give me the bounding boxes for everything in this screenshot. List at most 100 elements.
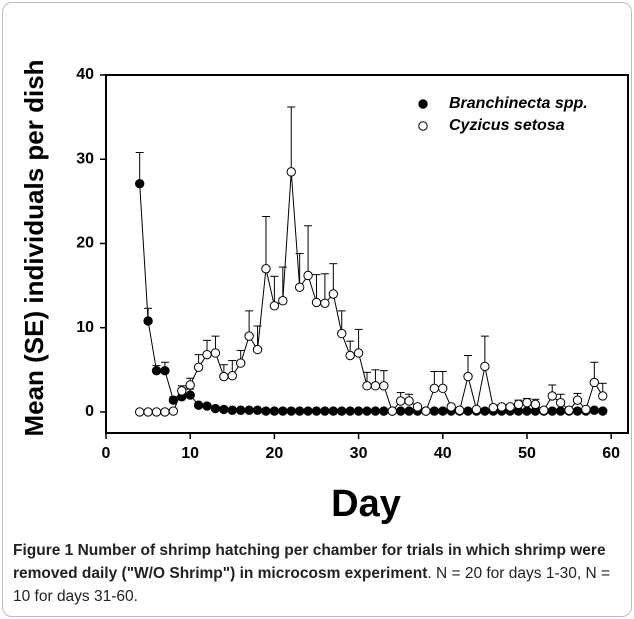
marker bbox=[412, 402, 423, 412]
marker bbox=[345, 350, 355, 361]
marker bbox=[480, 406, 490, 416]
legend-marker bbox=[418, 99, 428, 109]
marker bbox=[193, 400, 204, 410]
marker bbox=[446, 402, 456, 412]
marker bbox=[328, 289, 339, 299]
marker bbox=[438, 406, 448, 416]
marker bbox=[219, 371, 229, 382]
marker bbox=[143, 407, 153, 417]
marker bbox=[589, 377, 600, 388]
marker bbox=[438, 383, 448, 394]
marker bbox=[370, 406, 381, 416]
marker bbox=[244, 405, 254, 415]
x-tick-label: 50 bbox=[518, 445, 536, 462]
marker bbox=[252, 405, 263, 415]
marker bbox=[337, 406, 347, 416]
marker bbox=[555, 397, 566, 408]
marker bbox=[353, 348, 364, 358]
x-tick-label: 0 bbox=[102, 445, 111, 462]
marker bbox=[278, 406, 288, 416]
y-tick-label: 0 bbox=[85, 403, 94, 420]
marker bbox=[463, 406, 473, 416]
marker bbox=[236, 405, 246, 415]
legend-label: Cyzicus setosa bbox=[449, 117, 565, 134]
marker bbox=[294, 406, 305, 416]
marker bbox=[227, 405, 237, 415]
marker bbox=[193, 362, 204, 372]
marker bbox=[261, 264, 271, 274]
marker bbox=[547, 391, 557, 401]
legend-label: Branchinecta spp. bbox=[449, 95, 588, 112]
marker bbox=[395, 396, 406, 406]
marker bbox=[370, 381, 381, 391]
marker bbox=[177, 386, 187, 396]
marker bbox=[530, 399, 541, 410]
marker bbox=[151, 407, 162, 417]
marker bbox=[598, 391, 608, 401]
marker bbox=[337, 328, 347, 339]
marker bbox=[421, 406, 431, 416]
marker bbox=[454, 405, 465, 415]
y-axis-label: Mean (SE) individuals per dish bbox=[19, 59, 49, 436]
marker bbox=[488, 403, 498, 413]
x-tick-label: 30 bbox=[350, 445, 368, 462]
marker bbox=[286, 167, 296, 177]
marker bbox=[320, 406, 330, 416]
marker bbox=[572, 406, 583, 416]
marker bbox=[429, 383, 440, 394]
marker bbox=[581, 404, 591, 415]
caption-label: Figure 1 bbox=[13, 542, 74, 559]
y-tick-label: 30 bbox=[76, 150, 94, 167]
marker bbox=[227, 371, 237, 381]
marker bbox=[134, 407, 145, 417]
caption-text: . N = 20 for days 1-30, N = 10 for days … bbox=[13, 565, 611, 605]
x-tick-label: 10 bbox=[181, 445, 199, 462]
marker bbox=[202, 401, 212, 411]
marker bbox=[497, 402, 507, 412]
marker bbox=[429, 406, 440, 416]
x-tick-label: 20 bbox=[265, 445, 283, 462]
marker bbox=[362, 406, 372, 416]
caption-title: Number of shrimp hatching per chamber fo… bbox=[13, 542, 606, 582]
marker bbox=[362, 381, 372, 391]
x-axis-label: Day bbox=[331, 483, 401, 525]
marker bbox=[555, 406, 566, 416]
marker bbox=[522, 406, 532, 416]
marker bbox=[185, 380, 195, 390]
marker bbox=[320, 298, 330, 308]
marker bbox=[564, 405, 574, 415]
marker bbox=[471, 404, 482, 415]
marker bbox=[269, 301, 280, 311]
legend-marker bbox=[418, 121, 428, 131]
marker bbox=[134, 178, 145, 189]
marker bbox=[303, 406, 313, 416]
marker bbox=[311, 406, 322, 416]
marker bbox=[404, 406, 414, 416]
marker bbox=[160, 365, 170, 376]
plot-frame bbox=[105, 74, 629, 434]
marker bbox=[168, 406, 179, 416]
marker bbox=[244, 331, 254, 341]
marker bbox=[547, 406, 557, 416]
marker bbox=[513, 399, 524, 410]
marker bbox=[210, 403, 221, 414]
marker bbox=[269, 406, 280, 416]
marker bbox=[219, 404, 229, 415]
marker bbox=[252, 344, 263, 355]
chart: Mean (SE) individuals per dish Day 0 10 20… bbox=[19, 59, 629, 525]
marker bbox=[539, 405, 549, 415]
marker bbox=[143, 316, 153, 326]
caption: Figure 1 Number of shrimp hatching per c… bbox=[13, 539, 625, 608]
marker bbox=[572, 395, 583, 405]
marker bbox=[589, 405, 600, 415]
marker bbox=[480, 361, 490, 372]
marker bbox=[505, 402, 515, 412]
marker bbox=[379, 381, 389, 391]
x-tick-label: 40 bbox=[434, 445, 452, 462]
marker bbox=[395, 406, 406, 416]
marker bbox=[387, 406, 397, 416]
marker bbox=[278, 296, 288, 306]
marker bbox=[236, 358, 246, 368]
marker bbox=[286, 406, 296, 416]
